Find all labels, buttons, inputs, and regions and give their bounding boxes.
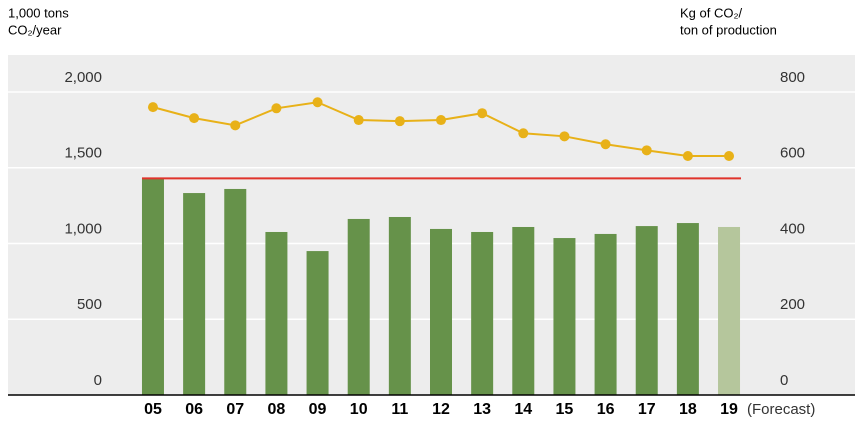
line-point [641, 145, 652, 156]
line-point [477, 108, 488, 119]
y2-tick-label: 400 [780, 220, 805, 237]
y-tick-label: 500 [77, 296, 102, 313]
bar [265, 231, 288, 395]
x-tick-label: 09 [309, 401, 327, 418]
y-axis-label: CO₂/year [8, 22, 62, 37]
x-tick-label: 07 [226, 401, 244, 418]
line-point [394, 116, 405, 127]
bar [471, 231, 494, 395]
x-tick-label: 06 [185, 401, 203, 418]
x-tick-label: 15 [556, 401, 574, 418]
line-point [271, 103, 282, 114]
bar [430, 228, 452, 395]
y2-tick-label: 200 [780, 296, 805, 313]
x-tick-label: 05 [144, 401, 162, 418]
x-tick-label: 14 [514, 401, 532, 418]
bar [512, 226, 535, 395]
bar [718, 226, 741, 395]
annotation: (Forecast) [747, 401, 815, 418]
line-point [682, 151, 693, 162]
line-point [559, 131, 570, 142]
y-tick-label: 1,000 [64, 220, 102, 237]
line-point [724, 151, 735, 162]
line-point [147, 102, 158, 113]
y-tick-label: 2,000 [64, 69, 102, 86]
line-point [518, 128, 529, 139]
bar [635, 226, 658, 395]
bar [183, 193, 206, 395]
line-point [312, 97, 323, 108]
bar [388, 216, 411, 395]
y-axis-label: 1,000 tons [8, 5, 69, 20]
line-point [230, 120, 241, 131]
bar [224, 188, 247, 395]
bar [676, 223, 699, 395]
y2-axis-label: ton of production [680, 22, 777, 37]
y2-tick-label: 800 [780, 69, 805, 86]
bar [553, 238, 576, 395]
x-tick-label: 08 [268, 401, 286, 418]
y2-tick-label: 600 [780, 145, 805, 162]
y-tick-label: 0 [94, 372, 102, 389]
line-point [436, 115, 446, 126]
line-point [600, 139, 611, 150]
bar [594, 233, 617, 395]
x-tick-label: 10 [350, 401, 368, 418]
y-tick-label: 1,500 [64, 145, 102, 162]
x-tick-label: 12 [432, 401, 450, 418]
line-point [189, 113, 200, 124]
bar [347, 218, 370, 395]
bar [306, 251, 329, 395]
x-tick-label: 11 [391, 401, 408, 418]
x-tick-label: 18 [679, 401, 697, 418]
y2-tick-label: 0 [780, 372, 788, 389]
x-tick-label: 17 [638, 401, 656, 418]
x-tick-label: 13 [473, 401, 491, 418]
x-tick-label: 16 [597, 401, 615, 418]
bar [141, 178, 164, 395]
line-point [353, 115, 364, 126]
x-tick-label: 19 [720, 401, 738, 418]
y2-axis-label: Kg of CO₂/ [680, 5, 743, 20]
